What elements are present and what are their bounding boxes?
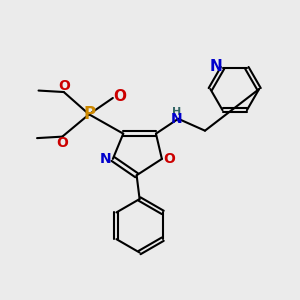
Text: O: O	[164, 152, 175, 166]
Text: O: O	[56, 136, 68, 150]
Text: O: O	[58, 79, 70, 92]
Text: N: N	[210, 59, 222, 74]
Text: N: N	[100, 152, 111, 166]
Text: O: O	[113, 89, 126, 104]
Text: N: N	[171, 112, 183, 126]
Text: P: P	[83, 105, 95, 123]
Text: H: H	[172, 107, 182, 117]
